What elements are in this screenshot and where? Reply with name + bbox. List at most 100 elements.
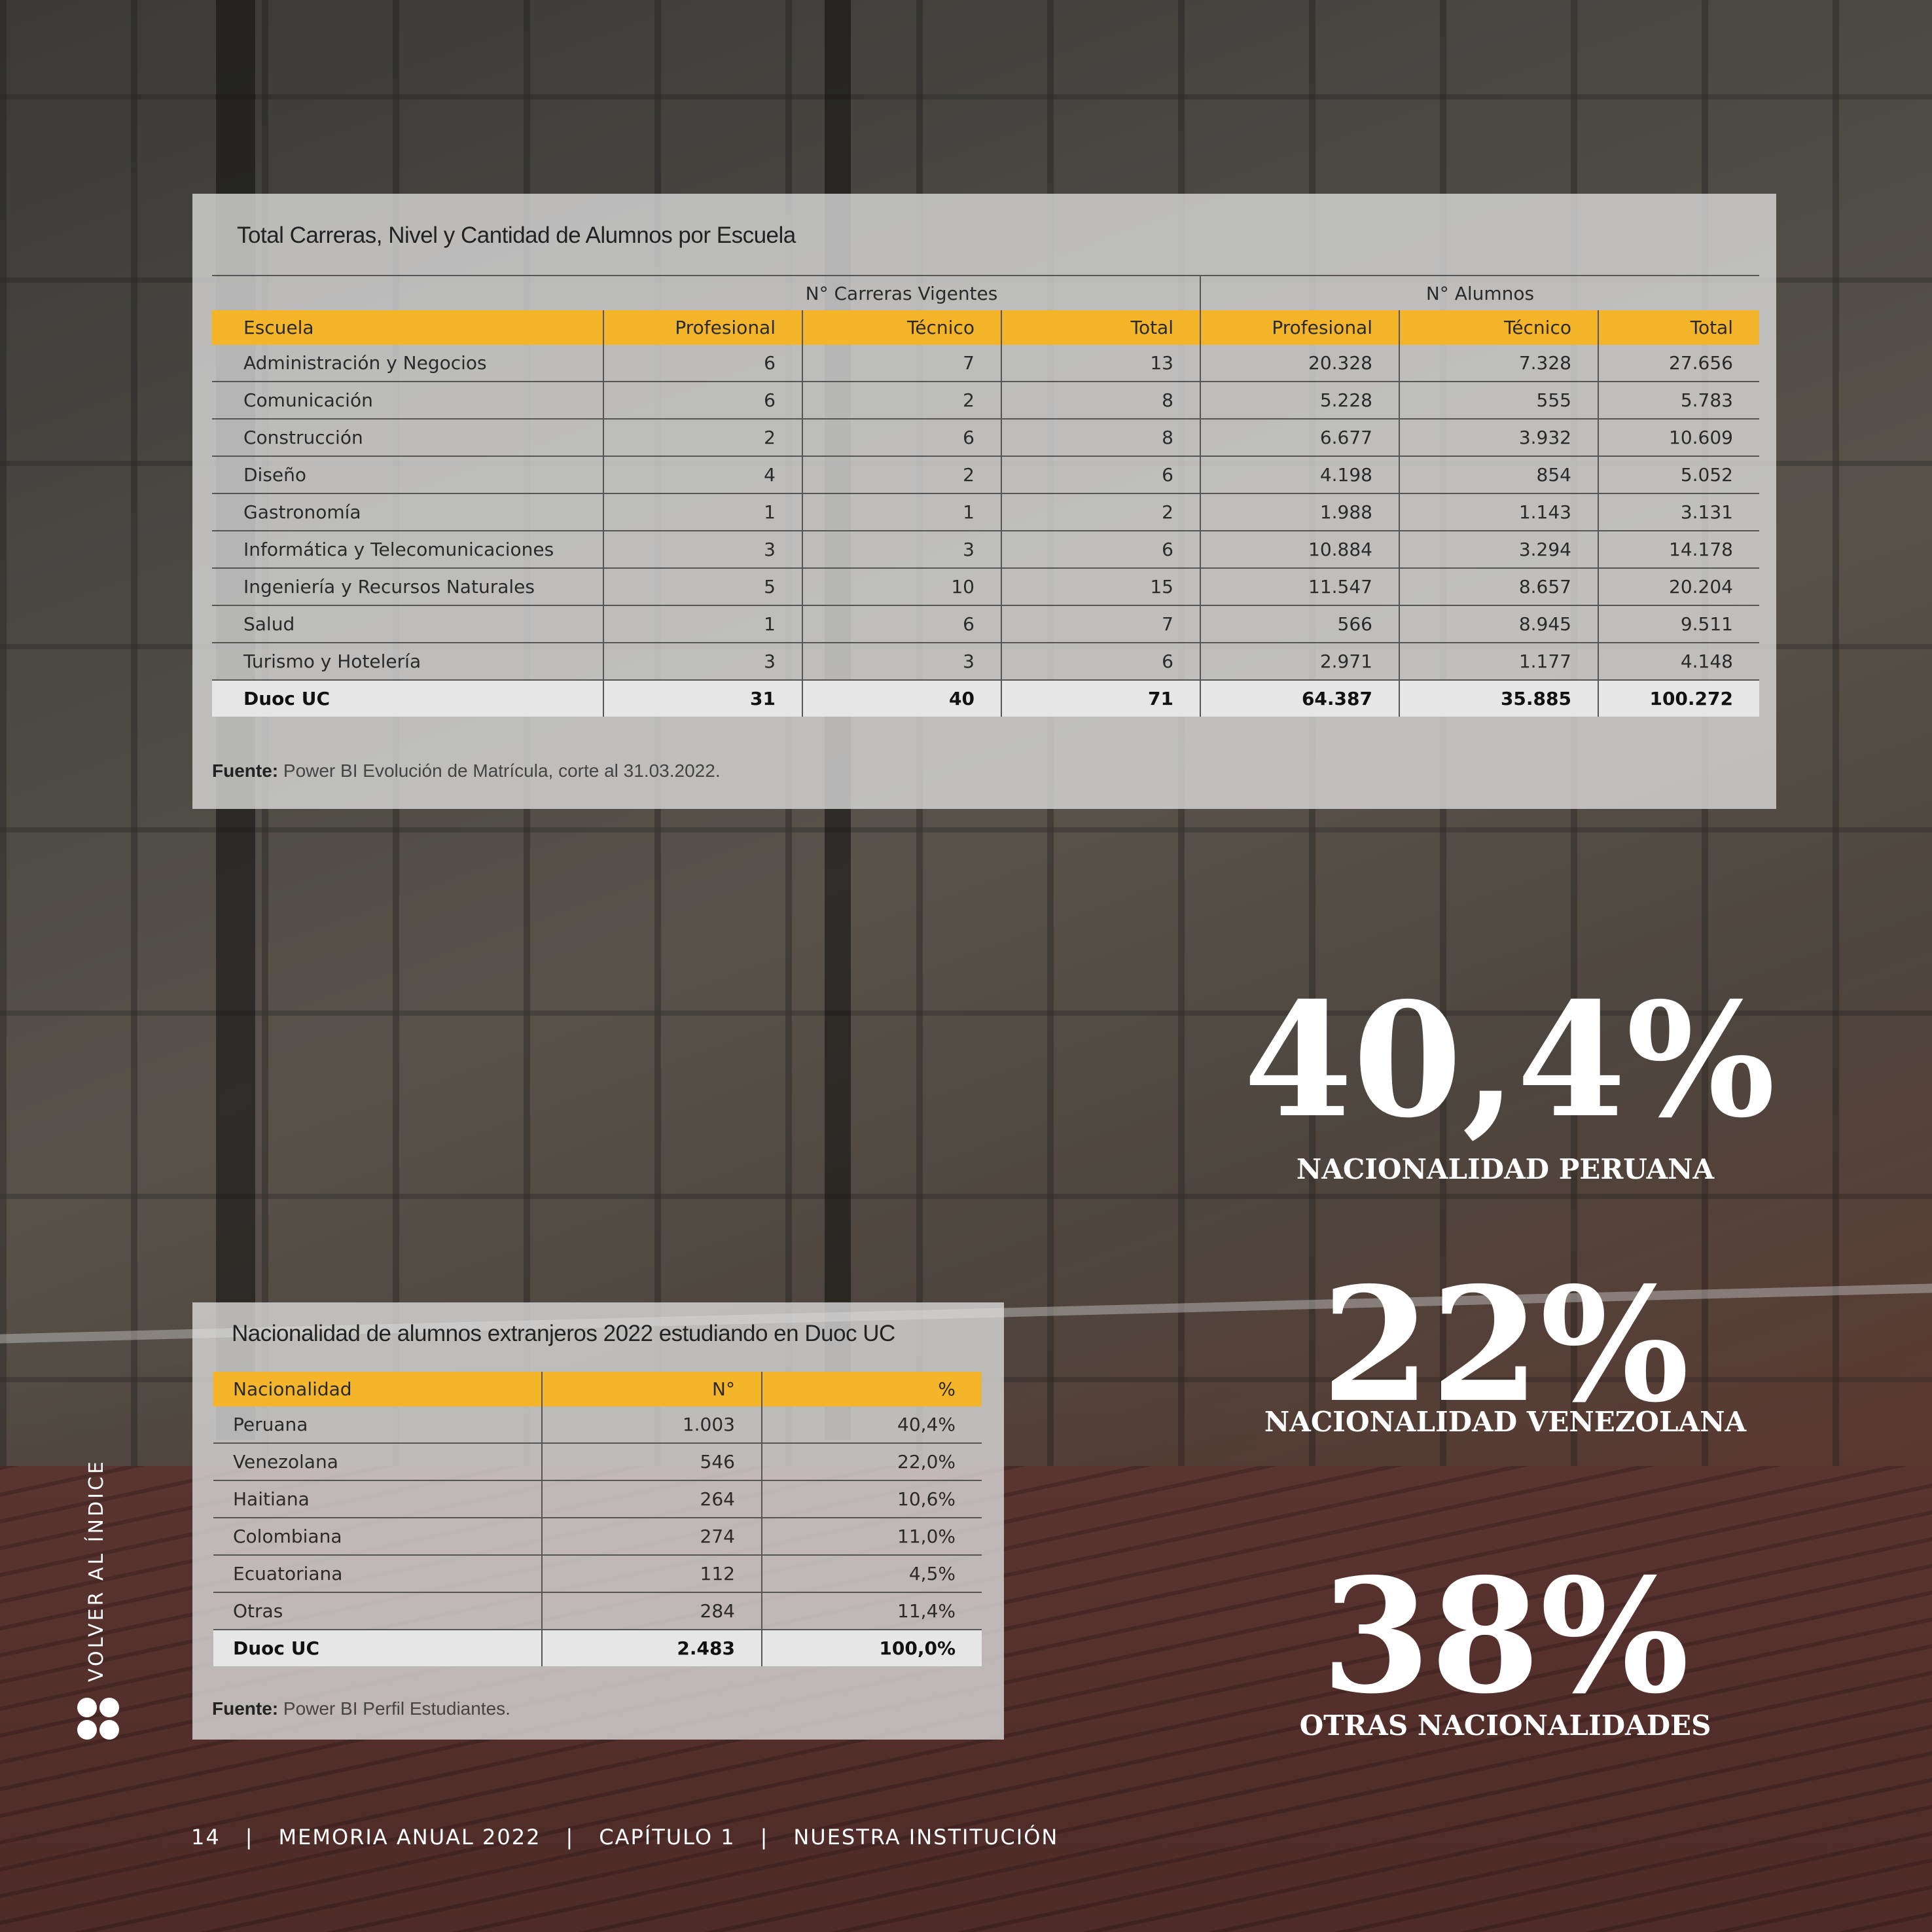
table-cell: 22,0% [761,1443,982,1481]
table-cell: 1 [603,605,802,643]
table-row: Otras 284 11,4% [213,1592,982,1630]
table-cell: 3 [802,531,1001,569]
table-cell: Ecuatoriana [213,1555,542,1593]
table-cell: 10,6% [761,1480,982,1518]
nationality-table-source: Fuente: Power BI Perfil Estudiantes. [212,1698,510,1719]
careers-table: N° Carreras Vigentes N° Alumnos Escuela … [212,275,1759,717]
careers-table-title: Total Carreras, Nivel y Cantidad de Alum… [237,223,796,248]
table-cell: 71 [1001,680,1200,717]
table-cell: 2 [802,456,1001,494]
column-header: % [761,1372,982,1406]
table-cell: 5 [603,568,802,606]
table-cell: 27.656 [1598,345,1759,382]
table-cell: 6 [802,419,1001,457]
table-cell: 3 [603,643,802,681]
table-cell: 40,4% [761,1406,982,1444]
nationality-table-title: Nacionalidad de alumnos extranjeros 2022… [232,1321,895,1346]
table-cell: 3.932 [1399,419,1598,457]
table-cell: Informática y Telecomunicaciones [212,531,603,569]
table-cell: 10 [802,568,1001,606]
footer-section: NUESTRA INSTITUCIÓN [793,1825,1059,1850]
table-cell: 20.328 [1200,345,1399,382]
table-cell: Venezolana [213,1443,542,1481]
table-cell: 13 [1001,345,1200,382]
careers-table-source: Fuente: Power BI Evolución de Matrícula,… [212,760,721,781]
table-cell: 8 [1001,382,1200,420]
careers-total-row: Duoc UC 31 40 71 64.387 35.885 100.272 [212,680,1759,717]
table-cell: 3 [802,643,1001,681]
table-row: Ecuatoriana 112 4,5% [213,1555,982,1593]
back-to-index-link[interactable]: VOLVER AL ÍNDICE [85,1459,108,1682]
table-cell: 2 [1001,493,1200,531]
table-row: Diseño 4 2 6 4.198 854 5.052 [212,456,1759,494]
table-cell: 112 [541,1555,762,1593]
column-header: Técnico [1399,310,1598,345]
table-cell: 8.945 [1399,605,1598,643]
duoc-logo-icon[interactable] [77,1698,120,1741]
table-cell: 4.148 [1598,643,1759,681]
table-cell: 3.131 [1598,493,1759,531]
table-cell: 7 [1001,605,1200,643]
table-cell: 2.971 [1200,643,1399,681]
table-cell: 6 [603,345,802,382]
table-row: Venezolana 546 22,0% [213,1443,982,1481]
stat-value-others: 38% [1321,1544,1690,1728]
table-row: Construcción 2 6 8 6.677 3.932 10.609 [212,419,1759,457]
table-cell: 1 [802,493,1001,531]
table-cell: 566 [1200,605,1399,643]
careers-header-row: Escuela Profesional Técnico Total Profes… [212,310,1759,345]
table-cell: 9.511 [1598,605,1759,643]
column-header: Técnico [802,310,1001,345]
table-cell: 274 [541,1518,762,1556]
page-number: 14 [191,1825,221,1850]
table-cell: 8 [1001,419,1200,457]
table-row: Turismo y Hotelería 3 3 6 2.971 1.177 4.148 [212,643,1759,681]
stat-value-peruvian: 40,4% [1243,968,1776,1153]
page-footer: 14 | MEMORIA ANUAL 2022 | CAPÍTULO 1 | NUESTRA… [191,1825,1059,1850]
footer-chapter: CAPÍTULO 1 [599,1825,736,1850]
table-row: Informática y Telecomunicaciones 3 3 6 10.88… [212,531,1759,569]
table-cell: Duoc UC [213,1630,542,1666]
table-cell: Administración y Negocios [212,345,603,382]
table-cell: Gastronomía [212,493,603,531]
table-cell: 11,0% [761,1518,982,1556]
table-cell: 7.328 [1399,345,1598,382]
table-cell: 1.177 [1399,643,1598,681]
table-cell: 4 [603,456,802,494]
table-cell: 20.204 [1598,568,1759,606]
table-cell: 2.483 [541,1630,762,1666]
table-cell: Turismo y Hotelería [212,643,603,681]
table-cell: 6 [1001,531,1200,569]
table-cell: 1.003 [541,1406,762,1444]
careers-group-header-row: N° Carreras Vigentes N° Alumnos [212,275,1759,310]
footer-report: MEMORIA ANUAL 2022 [278,1825,541,1850]
table-cell: 11.547 [1200,568,1399,606]
table-cell: Colombiana [213,1518,542,1556]
table-cell: 40 [802,680,1001,717]
table-cell: 1.143 [1399,493,1598,531]
group-header-careers: N° Carreras Vigentes [603,275,1200,310]
table-cell: 15 [1001,568,1200,606]
stat-label-venezuelan: NACIONALIDAD VENEZOLANA [1264,1406,1747,1438]
column-header: Nacionalidad [213,1372,542,1406]
table-cell: 7 [802,345,1001,382]
table-cell: Otras [213,1592,542,1630]
table-row: Administración y Negocios 6 7 13 20.328 7.328… [212,345,1759,382]
table-row: Gastronomía 1 1 2 1.988 1.143 3.131 [212,493,1759,531]
table-cell: 31 [603,680,802,717]
table-cell: 10.609 [1598,419,1759,457]
column-header: Profesional [603,310,802,345]
column-header: Total [1598,310,1759,345]
table-cell: 11,4% [761,1592,982,1630]
nationality-total-row: Duoc UC 2.483 100,0% [213,1630,982,1666]
table-cell: 2 [802,382,1001,420]
table-cell: 6 [603,382,802,420]
table-cell: 555 [1399,382,1598,420]
column-header: Escuela [212,310,603,345]
table-cell: 5.052 [1598,456,1759,494]
table-cell: 64.387 [1200,680,1399,717]
table-cell: Haitiana [213,1480,542,1518]
table-cell: Peruana [213,1406,542,1444]
table-cell: Comunicación [212,382,603,420]
table-row: Salud 1 6 7 566 8.945 9.511 [212,605,1759,643]
